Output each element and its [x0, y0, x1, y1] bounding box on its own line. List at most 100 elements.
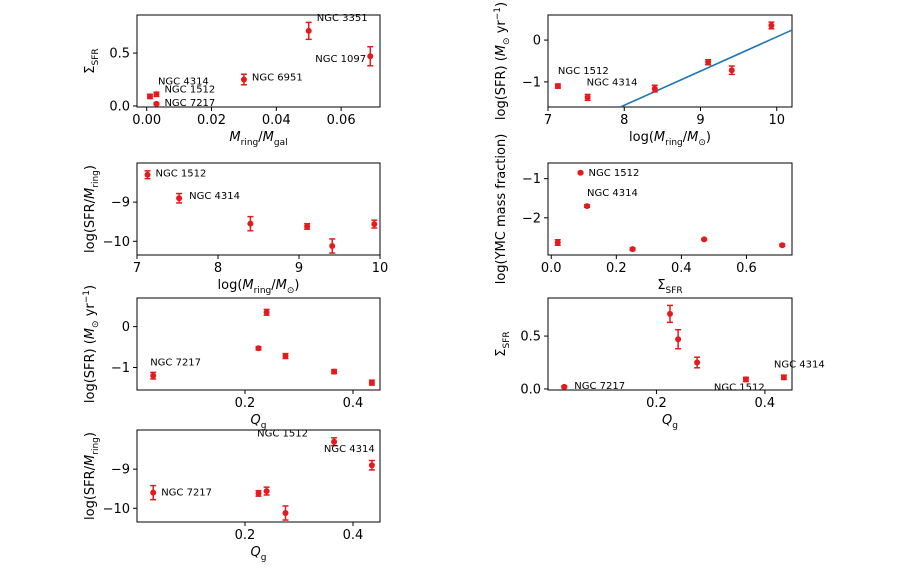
x-tick-label: 0.06 — [327, 113, 356, 128]
data-point — [368, 462, 375, 469]
y-axis-label: log(SFR) (M⊙ yr−1) — [82, 285, 101, 403]
x-tick-label: 9 — [295, 261, 303, 276]
x-tick-label: 0.2 — [606, 261, 627, 276]
point-annotation: NGC 7217 — [161, 488, 212, 499]
point-annotation: NGC 3351 — [317, 13, 368, 24]
point-annotation: NGC 4314 — [774, 359, 825, 370]
data-point — [282, 353, 289, 360]
x-axis-label: Mring/Mgal — [229, 130, 287, 148]
x-tick-label: 0.04 — [262, 113, 291, 128]
y-tick-label: −10 — [103, 235, 130, 250]
point-annotation: NGC 1097 — [315, 54, 366, 65]
point-annotation: NGC 7217 — [164, 98, 215, 109]
point-annotation: NGC 1512 — [714, 382, 765, 393]
data-point — [728, 67, 735, 74]
panel-p1: 0.00 0.02 0.04 0.06 0.0 0.5 Mring/Mgal ΣSFR NGC … — [83, 13, 381, 148]
y-axis-label: log(YMC mass fraction) — [494, 134, 509, 285]
x-tick-label: 0.02 — [197, 113, 226, 128]
data-point — [561, 383, 568, 390]
point-annotation: NGC 7217 — [150, 358, 201, 369]
data-point — [651, 85, 658, 92]
x-axis-label: log(Mring/M⊙) — [218, 278, 300, 296]
data-point — [329, 242, 336, 249]
axes-frame — [547, 297, 793, 391]
x-tick-label: 0.4 — [671, 261, 692, 276]
y-axis-label: ΣSFR — [83, 48, 101, 73]
axes-frame — [136, 297, 381, 391]
y-axis-label: ΣSFR — [494, 331, 512, 356]
y-axis-label: log(SFR) (M⊙ yr−1) — [493, 2, 512, 120]
point-annotation: NGC 1512 — [558, 66, 609, 77]
x-tick-label: 10 — [372, 261, 389, 276]
point-annotation: NGC 1512 — [589, 168, 640, 179]
data-point — [368, 379, 375, 386]
point-annotation: NGC 4314 — [587, 188, 638, 199]
y-tick-label: 0 — [122, 320, 130, 335]
data-point — [331, 438, 338, 445]
x-tick-label: 0.4 — [755, 396, 776, 411]
data-point — [367, 53, 374, 60]
panel-p4: 0.0 0.2 0.4 0.6 −1 −2 ΣSFR log(YMC mass fractio… — [494, 134, 793, 296]
x-tick-label: 0.4 — [343, 396, 364, 411]
data-point — [255, 345, 262, 352]
x-tick-label: 7 — [544, 113, 552, 128]
x-axis-label: Qg — [251, 413, 267, 431]
data-point — [146, 93, 153, 100]
point-annotation: NGC 4314 — [189, 191, 240, 202]
data-point — [584, 203, 591, 210]
data-point — [153, 100, 160, 107]
data-point — [144, 171, 151, 178]
data-point — [176, 195, 183, 202]
data-point — [304, 223, 311, 230]
y-axis-label: log(SFR/Mring) — [83, 432, 101, 520]
y-axis-label: log(SFR/Mring) — [83, 165, 101, 253]
panel-p7: 0.2 0.4 −9 −10 Qg log(SFR/Mring) NGC 7217 NGC 1… — [83, 429, 381, 563]
data-point — [282, 509, 289, 516]
y-tick-label: 0 — [533, 34, 541, 49]
data-point — [780, 374, 787, 381]
data-point — [577, 169, 584, 176]
data-point — [694, 359, 701, 366]
data-point — [305, 27, 312, 34]
x-tick-label: 0.0 — [541, 261, 562, 276]
axes-frame — [547, 14, 793, 108]
x-tick-label: 0.4 — [343, 528, 364, 543]
x-tick-label: 0.6 — [736, 261, 757, 276]
axes-frame — [136, 14, 381, 108]
data-point — [150, 489, 157, 496]
data-point — [247, 220, 254, 227]
panel-p3: 7 8 9 10 −9 −10 log(Mring/M⊙) log(SFR/Mring) NGC… — [83, 162, 389, 296]
x-tick-label: 0.2 — [235, 396, 256, 411]
data-point — [263, 309, 270, 316]
data-point — [768, 22, 775, 29]
point-annotation: NGC 6951 — [252, 73, 303, 84]
y-tick-label: −1 — [522, 172, 541, 187]
x-axis-label: Qg — [662, 413, 678, 431]
axes-frame — [136, 162, 381, 256]
fit-line — [620, 29, 792, 107]
y-tick-label: −10 — [103, 502, 130, 517]
point-annotation: NGC 1512 — [257, 429, 308, 440]
data-point — [584, 94, 591, 101]
point-annotation: NGC 7217 — [574, 381, 625, 392]
data-point — [331, 368, 338, 375]
x-tick-label: 10 — [768, 113, 785, 128]
x-tick-label: 0.2 — [646, 396, 667, 411]
x-tick-label: 8 — [620, 113, 628, 128]
point-annotation: NGC 1512 — [164, 84, 215, 95]
point-annotation: NGC 4314 — [158, 76, 209, 87]
data-point — [701, 236, 708, 243]
y-tick-label: −9 — [111, 463, 130, 478]
y-tick-label: −1 — [111, 361, 130, 376]
y-tick-label: 0.0 — [109, 99, 130, 114]
axes-frame — [547, 162, 793, 256]
data-point — [554, 239, 561, 246]
data-point — [742, 376, 749, 383]
data-point — [371, 221, 378, 228]
x-tick-label: 0.00 — [132, 113, 161, 128]
data-point — [705, 59, 712, 66]
panel-p6: 0.2 0.4 0.0 0.5 Qg ΣSFR NGC 7217 NGC 1512 NGC 43… — [494, 297, 825, 431]
data-point — [675, 336, 682, 343]
x-tick-label: 7 — [133, 261, 141, 276]
